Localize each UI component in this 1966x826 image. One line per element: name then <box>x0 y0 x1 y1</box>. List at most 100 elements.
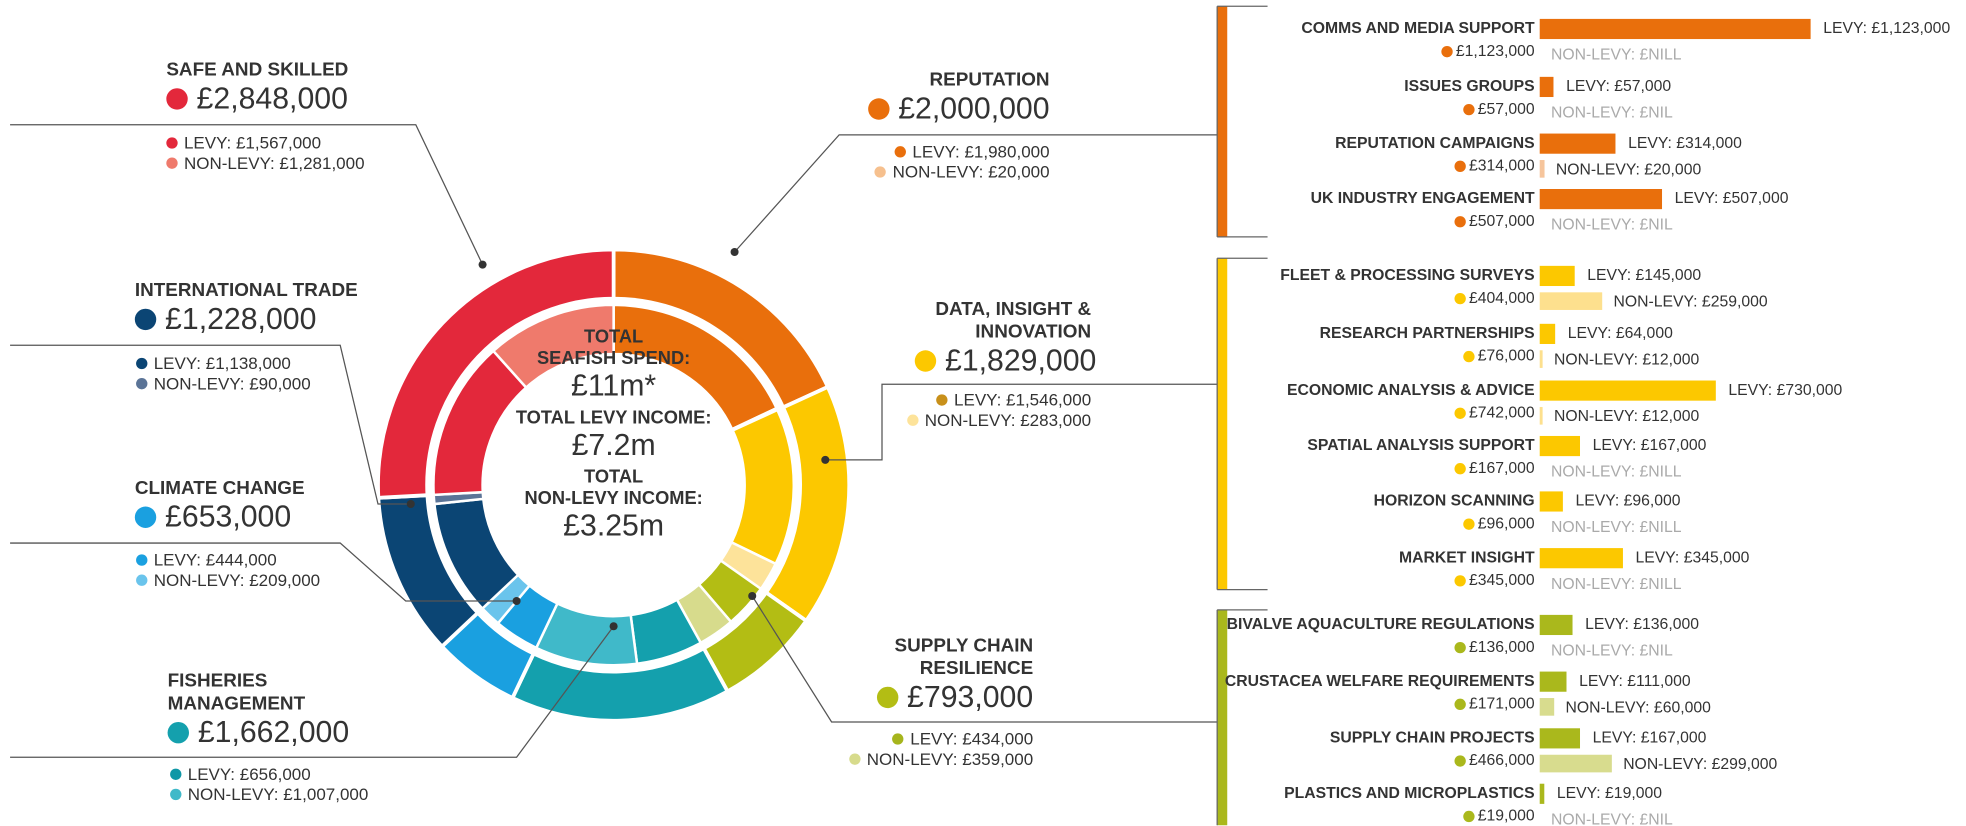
levy-bar <box>1540 266 1575 286</box>
item-name: FLEET & PROCESSING SURVEYS <box>1280 267 1534 284</box>
levy-value: LEVY: £1,138,000 <box>154 354 291 373</box>
total-dot <box>168 722 189 743</box>
levy-value: LEVY: £1,980,000 <box>912 142 1049 161</box>
total-dot <box>135 507 156 528</box>
non-levy-label: NON-LEVY: £NIL <box>1551 105 1673 122</box>
non-levy-row: NON-LEVY: £1,281,000 <box>166 154 364 174</box>
levy-row: LEVY: £444,000 <box>136 551 320 571</box>
levy-label: LEVY: £730,000 <box>1728 382 1842 399</box>
non-levy-dot <box>849 753 860 764</box>
category-total: £1,228,000 <box>135 302 412 337</box>
non-levy-label: NON-LEVY: £NIL <box>1551 811 1673 825</box>
group-bar <box>1217 610 1227 825</box>
non-levy-bar <box>1540 350 1543 368</box>
levy-bar <box>1540 436 1580 456</box>
item-name: COMMS AND MEDIA SUPPORT <box>1301 20 1535 37</box>
category-name: DATA, INSIGHT & INNOVATION <box>915 299 1091 344</box>
levy-dot <box>893 733 904 744</box>
non-levy-bar <box>1540 698 1554 716</box>
levy-value: LEVY: £444,000 <box>154 551 277 570</box>
levy-breakdown: LEVY: £656,000NON-LEVY: £1,007,000 <box>170 765 368 805</box>
item-total-dot <box>1454 699 1465 710</box>
levy-value: LEVY: £434,000 <box>910 730 1033 749</box>
item-total: £171,000 <box>1469 695 1535 712</box>
total-dot <box>915 350 936 371</box>
levy-label: LEVY: £57,000 <box>1566 78 1671 95</box>
item-total: £507,000 <box>1469 213 1535 230</box>
leader-dot <box>731 248 739 256</box>
center-value: £7.2m <box>488 430 740 462</box>
item-total-dot <box>1454 575 1465 586</box>
levy-label: LEVY: £19,000 <box>1557 785 1662 802</box>
item-total: £167,000 <box>1469 460 1535 477</box>
levy-label: LEVY: £111,000 <box>1579 673 1691 690</box>
category-name: SAFE AND SKILLED <box>166 59 443 82</box>
levy-value: LEVY: £1,546,000 <box>954 391 1091 410</box>
non-levy-bar <box>1540 755 1612 773</box>
item-total: £404,000 <box>1469 290 1535 307</box>
levy-bar <box>1540 19 1811 39</box>
levy-row: LEVY: £656,000 <box>170 765 368 785</box>
total-value: £793,000 <box>907 680 1033 714</box>
levy-label: LEVY: £96,000 <box>1575 493 1680 510</box>
levy-breakdown: LEVY: £1,980,000NON-LEVY: £20,000 <box>875 142 1050 182</box>
leader-dot <box>748 592 756 600</box>
non-levy-label: NON-LEVY: £NIL <box>1551 643 1673 660</box>
center-summary: TOTAL SEAFISH SPEND:£11m*TOTAL LEVY INCO… <box>488 321 740 542</box>
levy-dot <box>136 554 147 565</box>
levy-label: LEVY: £136,000 <box>1585 616 1699 633</box>
item-total-dot <box>1454 161 1465 172</box>
item-total: £742,000 <box>1469 404 1535 421</box>
item-total: £76,000 <box>1478 348 1535 365</box>
levy-bar <box>1540 784 1545 804</box>
center-value: £11m* <box>488 370 740 402</box>
inner-levy-segment <box>731 410 793 564</box>
item-total: £19,000 <box>1478 808 1535 825</box>
total-value: £2,848,000 <box>197 82 348 116</box>
category-label: INTERNATIONAL TRADE£1,228,000 <box>135 280 412 338</box>
non-levy-label: NON-LEVY: £12,000 <box>1554 408 1700 425</box>
item-total-dot <box>1454 463 1465 474</box>
item-name: UK INDUSTRY ENGAGEMENT <box>1311 190 1535 207</box>
non-levy-dot <box>136 378 147 389</box>
item-name: PLASTICS AND MICROPLASTICS <box>1284 785 1535 802</box>
category-label: REPUTATION£2,000,000 <box>772 69 1049 127</box>
item-total: £96,000 <box>1478 515 1535 532</box>
category-total: £1,829,000 <box>915 344 1091 379</box>
total-dot <box>135 309 156 330</box>
non-levy-label: NON-LEVY: £12,000 <box>1554 352 1700 369</box>
category-total: £793,000 <box>869 680 1033 715</box>
levy-bar <box>1540 491 1563 511</box>
non-levy-value: NON-LEVY: £283,000 <box>925 411 1091 430</box>
non-levy-label: NON-LEVY: £299,000 <box>1623 756 1777 773</box>
non-levy-label: NON-LEVY: £NILL <box>1551 576 1682 593</box>
levy-bar <box>1540 672 1567 692</box>
levy-label: LEVY: £1,123,000 <box>1823 20 1950 37</box>
item-total: £314,000 <box>1469 157 1535 174</box>
item-total: £466,000 <box>1469 752 1535 769</box>
levy-row: LEVY: £1,567,000 <box>166 134 364 154</box>
category-total: £2,848,000 <box>166 82 443 117</box>
non-levy-value: NON-LEVY: £90,000 <box>154 374 311 393</box>
item-name: HORIZON SCANNING <box>1374 493 1535 510</box>
levy-bar <box>1540 134 1616 154</box>
levy-breakdown: LEVY: £434,000NON-LEVY: £359,000 <box>849 730 1033 770</box>
item-name: ECONOMIC ANALYSIS & ADVICE <box>1287 382 1535 399</box>
levy-bar <box>1540 548 1623 568</box>
category-total: £2,000,000 <box>772 92 1049 127</box>
item-name: ISSUES GROUPS <box>1404 78 1534 95</box>
category-name: SUPPLY CHAIN RESILIENCE <box>869 635 1033 680</box>
levy-bar <box>1540 381 1716 401</box>
levy-row: LEVY: £1,546,000 <box>907 391 1091 411</box>
item-total-dot <box>1463 518 1474 529</box>
category-label: FISHERIES MANAGEMENT£1,662,000 <box>168 670 325 751</box>
total-value: £2,000,000 <box>898 92 1049 126</box>
category-label: DATA, INSIGHT & INNOVATION£1,829,000 <box>915 299 1091 380</box>
non-levy-bar <box>1540 292 1602 310</box>
page: COMMS AND MEDIA SUPPORT£1,123,000LEVY: £… <box>0 0 1966 826</box>
levy-row: LEVY: £1,138,000 <box>136 354 311 374</box>
total-dot <box>877 687 898 708</box>
levy-label: LEVY: £64,000 <box>1568 325 1673 342</box>
